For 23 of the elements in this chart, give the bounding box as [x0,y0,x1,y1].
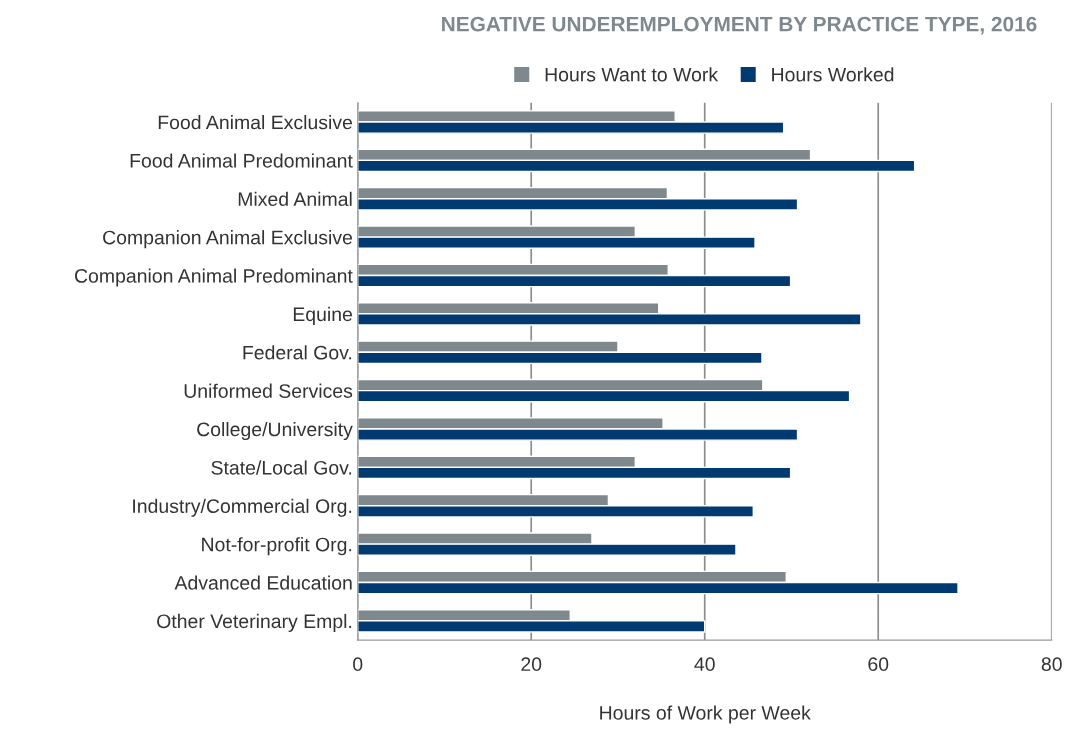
x-tick-label: 0 [353,657,363,672]
y-tick-label: Advanced Education [174,575,352,590]
y-tick-label: Uniformed Services [184,383,353,398]
y-tick-label: Food Animal Exclusive [158,115,352,130]
legend-label: Hours Want to Work [545,67,719,82]
y-tick-label: Equine [293,306,352,325]
y-tick-label: College/University [197,422,353,441]
y-tick-label: Other Veterinary Empl. [157,613,352,632]
x-tick-label: 20 [521,657,542,672]
x-tick-label: 80 [1041,657,1062,672]
y-tick-label: Federal Gov. [243,345,352,360]
y-tick-label: Companion Animal Predominant [74,268,353,287]
y-tick-label: Companion Animal Exclusive [103,230,352,249]
x-tick-label: 40 [694,657,715,672]
y-tick-label: Industry/Commercial Org. [133,498,352,517]
y-tick-label: Mixed Animal [238,191,352,207]
x-axis-title: Hours of Work per Week [600,705,811,724]
legend-label: Hours Worked [772,67,894,82]
y-tick-label: Food Animal Predominant [130,153,353,168]
y-tick-label: State/Local Gov. [211,460,352,475]
y-tick-label: Not-for-profit Org. [202,537,352,556]
chart-title: NEGATIVE UNDEREMPLOYMENT BY PRACTICE TYPE, 2016 [442,16,1037,35]
x-tick-label: 60 [868,657,889,672]
